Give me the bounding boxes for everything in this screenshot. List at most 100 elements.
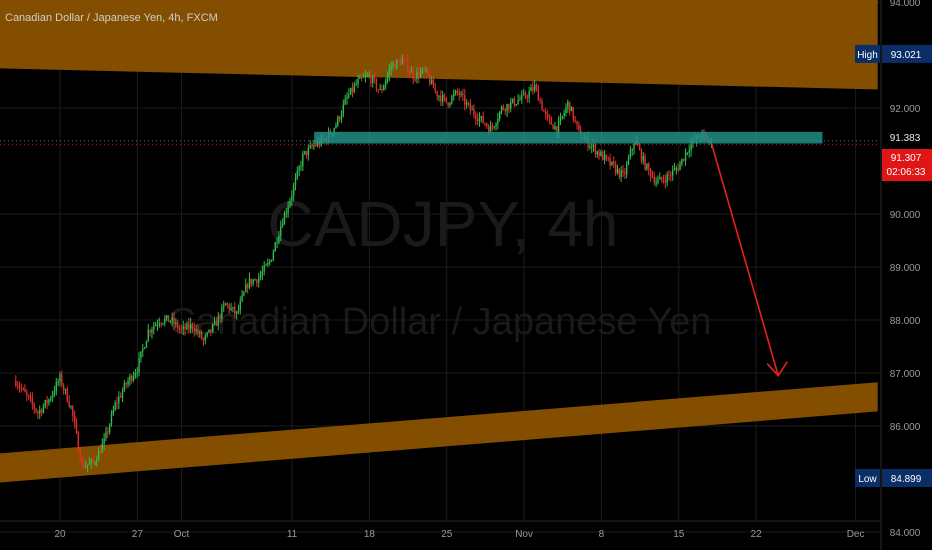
- candle-body: [180, 328, 183, 330]
- candle-body: [412, 71, 414, 80]
- candle-body: [620, 170, 622, 177]
- candle-body: [85, 466, 87, 468]
- candle-body: [670, 175, 672, 177]
- candle-body: [61, 374, 63, 386]
- candle-body: [574, 119, 576, 121]
- x-tick-label: 18: [364, 529, 376, 540]
- candle-body: [335, 125, 337, 129]
- candle-body: [418, 72, 420, 77]
- candle-body: [116, 402, 118, 404]
- x-tick-label: 22: [751, 529, 763, 540]
- candle-body: [55, 381, 57, 392]
- candle-body: [397, 59, 400, 61]
- candle-body: [142, 348, 144, 352]
- candle-body: [219, 315, 221, 319]
- candle-body: [609, 158, 611, 166]
- resistance-zone[interactable]: [314, 131, 823, 144]
- candle-body: [309, 145, 311, 148]
- candle-body: [486, 124, 488, 127]
- candle-body: [232, 307, 234, 309]
- candle-body: [629, 150, 632, 159]
- candle-body: [596, 151, 598, 155]
- candle-body: [375, 79, 378, 90]
- candle-body: [121, 390, 124, 398]
- projection-arrow-head[interactable]: [766, 361, 788, 377]
- candle-body: [648, 163, 650, 170]
- zone-and-arrow[interactable]: [0, 131, 880, 377]
- candle-body: [22, 388, 24, 390]
- candle-body: [230, 307, 232, 310]
- candle-body: [246, 284, 249, 288]
- candle-body: [311, 145, 313, 147]
- high-label: High: [857, 50, 878, 61]
- candle-body: [340, 114, 343, 120]
- candle-body: [671, 170, 674, 176]
- candle-body: [283, 213, 286, 225]
- candle-body: [545, 111, 547, 115]
- candle-body: [169, 320, 172, 322]
- high-value: 93.021: [891, 50, 922, 61]
- candle-body: [684, 152, 687, 161]
- upper-channel[interactable]: [0, 0, 878, 90]
- y-tick-label: 90.000: [890, 210, 921, 221]
- watermark: CADJPY, 4h Canadian Dollar / Japanese Ye…: [169, 188, 712, 343]
- candle-body: [649, 169, 652, 177]
- candle-body: [616, 168, 619, 174]
- candle-body: [42, 406, 45, 413]
- candle-body: [589, 146, 591, 148]
- candle-body: [101, 443, 103, 453]
- candle-body: [48, 399, 50, 404]
- candle-body: [539, 100, 541, 102]
- candle-body: [679, 163, 681, 171]
- candle-body: [351, 87, 354, 92]
- candle-body: [173, 317, 175, 324]
- candle-body: [532, 87, 534, 91]
- candle-body: [690, 143, 692, 151]
- candle-body: [364, 76, 367, 78]
- projection-arrow-shaft[interactable]: [711, 144, 780, 376]
- candle-body: [151, 329, 153, 333]
- candle-body: [33, 404, 35, 409]
- candle-body: [594, 145, 597, 155]
- candle-body: [210, 329, 212, 332]
- candle-body: [119, 396, 122, 398]
- candle-body: [276, 242, 278, 244]
- candle-body: [302, 153, 304, 166]
- candle-body: [186, 323, 188, 330]
- candle-body: [237, 309, 240, 312]
- candle-body: [199, 332, 201, 334]
- candle-body: [281, 224, 284, 227]
- candle-body: [77, 432, 80, 451]
- candle-body: [366, 75, 368, 77]
- candle-body: [131, 375, 133, 381]
- candle-body: [349, 87, 352, 95]
- candle-body: [388, 69, 391, 76]
- candle-body: [39, 410, 41, 414]
- candle-body: [552, 124, 554, 130]
- candle-body: [447, 102, 449, 106]
- candle-body: [107, 431, 109, 433]
- candle-body: [493, 126, 495, 128]
- candle-body: [384, 80, 387, 86]
- candle-body: [26, 392, 28, 396]
- y-tick-label: 89.000: [890, 263, 921, 274]
- candle-body: [462, 93, 464, 95]
- candle-body: [541, 101, 543, 110]
- channel-drawings[interactable]: [0, 0, 878, 483]
- candle-body: [96, 460, 98, 463]
- candle-body: [136, 371, 138, 374]
- candle-body: [193, 328, 195, 332]
- candle-body: [618, 168, 621, 177]
- lower-channel[interactable]: [0, 382, 878, 483]
- candle-body: [622, 170, 624, 173]
- x-tick-label: Oct: [174, 529, 190, 540]
- candle-body: [40, 410, 43, 413]
- candle-body: [46, 400, 48, 404]
- candle-body: [677, 168, 679, 171]
- candle-body: [664, 180, 667, 183]
- candle-body: [491, 125, 494, 128]
- candle-body: [254, 279, 256, 281]
- candle-body: [572, 107, 575, 120]
- candle-body: [668, 174, 670, 176]
